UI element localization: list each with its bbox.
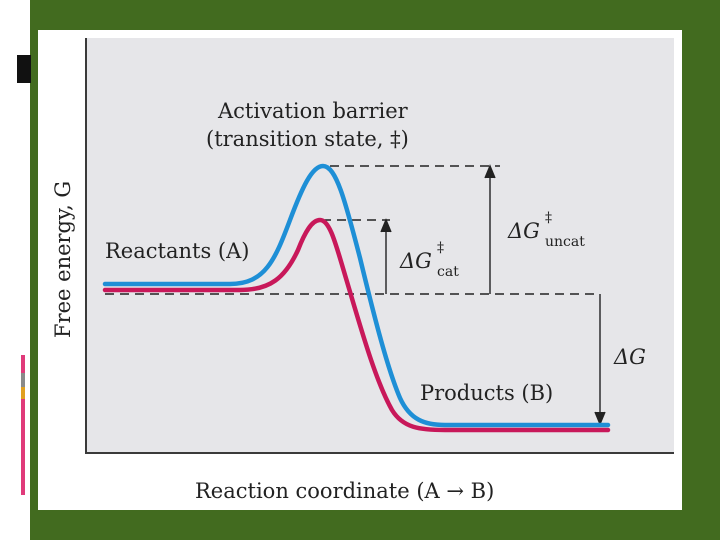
side-mark-pink-long bbox=[21, 399, 25, 495]
uncatalyzed-curve bbox=[102, 163, 611, 428]
delta-g-cat-arrowhead bbox=[380, 218, 392, 233]
delta-g-arrowhead bbox=[594, 411, 606, 426]
barrier-label-line1: Activation barrier bbox=[217, 99, 409, 123]
svg-text:uncat: uncat bbox=[545, 234, 585, 250]
catalyzed-curve bbox=[102, 217, 611, 433]
barrier-label-line2: (transition state, ‡) bbox=[206, 127, 409, 151]
slide-tab-marker bbox=[17, 55, 31, 83]
products-label: Products (B) bbox=[420, 381, 553, 405]
reactants-label: Reactants (A) bbox=[105, 239, 249, 263]
svg-text:ΔG: ΔG bbox=[399, 249, 432, 273]
delta-g-uncat-arrowhead bbox=[484, 164, 496, 179]
delta-g-cat-label: ΔG ‡ cat bbox=[399, 240, 459, 280]
side-mark-pink bbox=[21, 355, 25, 373]
delta-g-label: ΔG bbox=[613, 345, 646, 369]
y-axis-label: Free energy, G bbox=[51, 181, 75, 338]
delta-g-uncat-label: ΔG ‡ uncat bbox=[507, 210, 585, 250]
svg-text:‡: ‡ bbox=[437, 240, 444, 256]
side-mark-gray bbox=[21, 373, 25, 387]
side-mark-orange bbox=[21, 387, 25, 399]
svg-text:cat: cat bbox=[437, 264, 459, 280]
svg-text:ΔG: ΔG bbox=[507, 219, 540, 243]
x-axis-label: Reaction coordinate (A → B) bbox=[195, 479, 494, 503]
svg-text:‡: ‡ bbox=[545, 210, 552, 226]
